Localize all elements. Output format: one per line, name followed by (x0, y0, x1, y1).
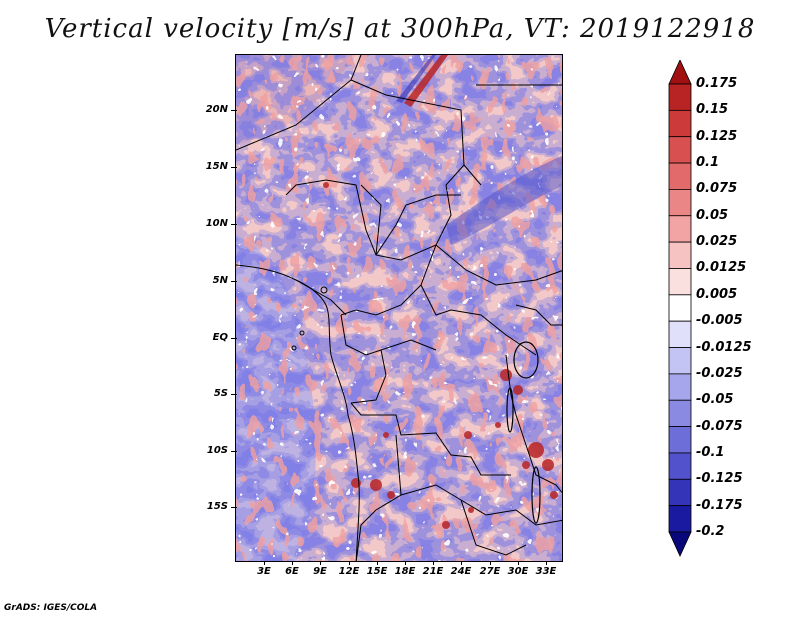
lon-tick (377, 561, 378, 565)
colorbar-segment (668, 109, 692, 138)
lon-label: 9E (313, 566, 327, 577)
lat-tick (231, 394, 237, 395)
lat-label: EQ (212, 332, 228, 343)
lon-label: 3E (257, 566, 271, 577)
colorbar-label: 0.0125 (696, 260, 747, 276)
lon-label: 30E (507, 566, 529, 577)
lon-label: 21E (422, 566, 444, 577)
lon-label: 18E (394, 566, 416, 577)
lat-tick (231, 110, 237, 111)
lat-tick (231, 451, 237, 452)
lat-label: 10S (206, 445, 228, 456)
colorbar (668, 60, 692, 557)
colorbar-label: 0.15 (696, 102, 729, 118)
islands (291, 286, 328, 351)
lon-tick (320, 561, 321, 565)
colorbar-segment (668, 83, 692, 111)
colorbar-label: -0.0125 (696, 339, 752, 355)
colorbar-segment (668, 452, 692, 480)
colorbar-label: 0.05 (696, 207, 729, 223)
colorbar-label: 0.025 (696, 234, 738, 250)
colorbar-segment (668, 294, 692, 322)
colorbar-segment (668, 136, 692, 164)
colorbar-segment (668, 347, 692, 375)
colorbar-label: -0.005 (696, 313, 743, 329)
lon-tick (349, 561, 350, 565)
colorbar-segment (668, 531, 692, 557)
colorbar-segment (668, 189, 692, 217)
lat-tick (231, 167, 237, 168)
lon-tick (292, 561, 293, 565)
colorbar-label: 0.075 (696, 181, 738, 197)
lat-tick (231, 507, 237, 508)
colorbar-label: -0.175 (696, 497, 743, 513)
colorbar-label: -0.075 (696, 418, 743, 434)
colorbar-segment (668, 215, 692, 243)
vertical-velocity-field (236, 55, 562, 561)
lon-label: 24E (450, 566, 472, 577)
colorbar-segment (668, 478, 692, 507)
lon-tick (461, 561, 462, 565)
lon-label: 6E (285, 566, 299, 577)
lon-tick (433, 561, 434, 565)
colorbar-label: 0.005 (696, 286, 738, 302)
lat-label: 5N (212, 275, 228, 286)
lon-label: 33E (535, 566, 557, 577)
lon-tick (264, 561, 265, 565)
colorbar-label: -0.1 (696, 444, 725, 460)
lon-tick (518, 561, 519, 565)
lat-label: 5S (213, 388, 228, 399)
lon-label: 12E (338, 566, 360, 577)
colorbar-label: -0.025 (696, 365, 743, 381)
colorbar-label: 0.125 (696, 128, 738, 144)
lat-label: 15S (206, 501, 228, 512)
lakes (506, 341, 541, 524)
colorbar-label: -0.05 (696, 392, 734, 408)
colorbar-segment (668, 505, 692, 533)
colorbar-label: -0.2 (696, 524, 725, 539)
field-downward-band (446, 155, 562, 245)
colorbar-label: -0.125 (696, 471, 743, 487)
colorbar-segment (668, 162, 692, 190)
colorbar-segment (668, 241, 692, 269)
field-near-zero (236, 55, 562, 561)
lon-label: 15E (366, 566, 388, 577)
field-updraft-streak (404, 55, 448, 107)
colorbar-segment (668, 60, 692, 85)
colorbar-segment (668, 399, 692, 427)
lon-tick (546, 561, 547, 565)
map-panel (235, 54, 563, 562)
lat-label: 15N (205, 161, 228, 172)
colorbar-segment (668, 268, 692, 296)
lon-tick (490, 561, 491, 565)
colorbar-segment (668, 320, 692, 348)
colorbar-label: 0.1 (696, 155, 720, 171)
colorbar-segment (668, 373, 692, 401)
lat-tick (231, 338, 237, 339)
lat-tick (231, 281, 237, 282)
lat-label: 10N (205, 218, 228, 229)
grads-credit: GrADS: IGES/COLA (4, 603, 98, 613)
lon-label: 27E (479, 566, 501, 577)
lat-label: 20N (205, 104, 228, 115)
chart-title: Vertical velocity [m/s] at 300hPa, VT: 2… (44, 14, 756, 44)
lon-tick (405, 561, 406, 565)
colorbar-label: 0.175 (696, 76, 738, 91)
lat-tick (231, 224, 237, 225)
country-borders (236, 55, 562, 561)
colorbar-segment (668, 426, 692, 454)
